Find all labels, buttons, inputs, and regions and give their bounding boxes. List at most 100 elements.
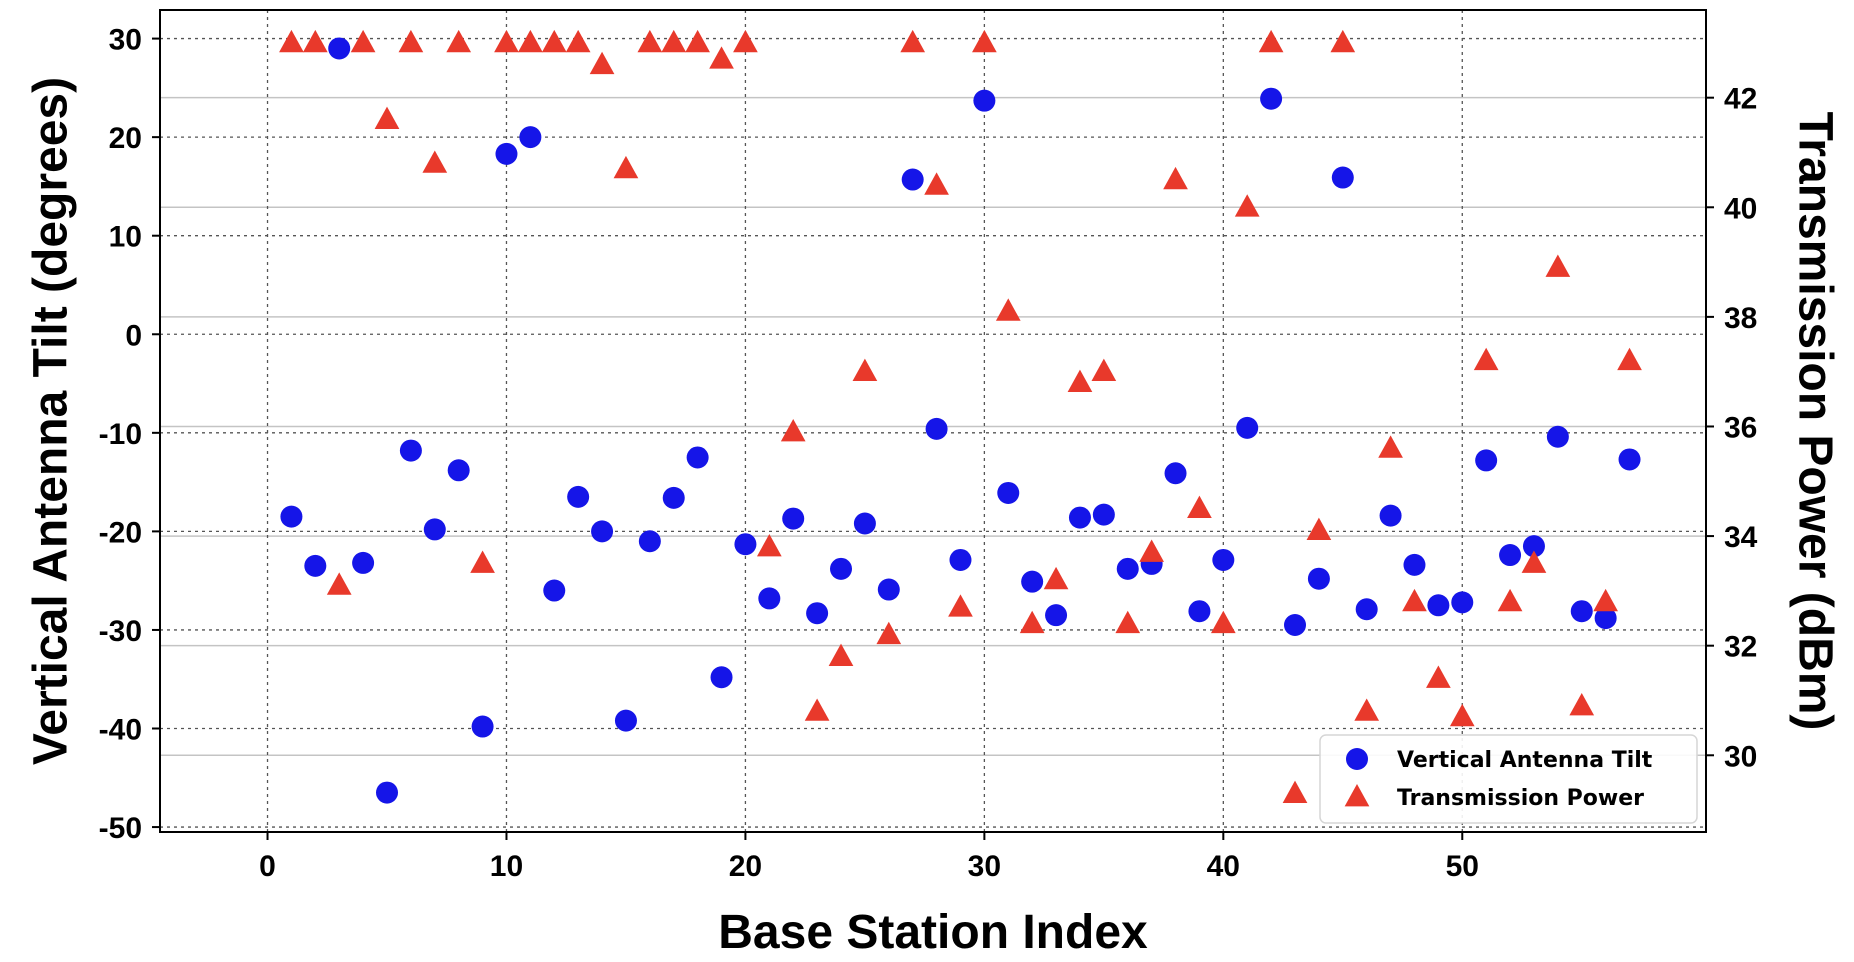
x-axis-title: Base Station Index: [718, 906, 1148, 959]
power-point: [1234, 194, 1260, 217]
tilt-point: [1212, 548, 1235, 571]
power-point: [637, 29, 663, 53]
power-point: [924, 172, 949, 195]
tilt-point: [1618, 448, 1641, 471]
power-point: [1163, 166, 1188, 190]
y2-tick-label: 32: [1724, 631, 1757, 664]
tilt-point: [614, 709, 637, 732]
legend-label-tilt: Vertical Antenna Tilt: [1397, 748, 1653, 773]
tilt-point: [1021, 570, 1044, 593]
tilt-point: [710, 666, 733, 689]
y-tick-label: 10: [109, 221, 142, 254]
power-point: [541, 29, 567, 53]
tilt-point: [877, 578, 900, 601]
y-tick-label: -10: [99, 418, 142, 451]
power-point: [709, 46, 734, 69]
power-point: [279, 29, 304, 53]
y-tick-label: -30: [99, 615, 142, 648]
tilt-point: [853, 512, 876, 535]
tilt-point: [949, 548, 972, 571]
tilt-point: [399, 439, 422, 462]
tilt-point: [662, 486, 685, 509]
power-point: [804, 698, 830, 721]
power-point: [1569, 692, 1595, 716]
power-point: [756, 534, 782, 557]
power-point: [1187, 495, 1212, 519]
tilt-point: [997, 481, 1020, 504]
legend: Vertical Antenna Tilt Transmission Power: [1319, 734, 1698, 824]
power-point: [1019, 610, 1045, 634]
tilt-point: [925, 417, 948, 440]
tilt-point: [1499, 544, 1522, 567]
power-point: [1258, 29, 1284, 53]
y-tick-label: -50: [99, 812, 142, 845]
y2-tick-label: 36: [1724, 411, 1757, 444]
y-tick-label: 30: [109, 24, 142, 57]
power-point: [1617, 347, 1642, 371]
tilt-point: [1355, 598, 1378, 621]
power-point: [1354, 698, 1380, 721]
power-point: [1210, 610, 1236, 634]
power-point: [685, 29, 710, 53]
legend-marker-tilt: [1346, 748, 1368, 770]
power-point: [518, 29, 543, 53]
power-point: [733, 29, 758, 53]
x-tick-label: 10: [490, 850, 523, 883]
power-point: [948, 594, 973, 617]
power-point: [1067, 369, 1093, 392]
tilt-point: [1331, 166, 1354, 189]
tilt-point: [734, 533, 757, 556]
tilt-point: [1379, 504, 1402, 527]
power-point: [1139, 539, 1164, 562]
power-point: [900, 29, 926, 53]
power-point: [1497, 588, 1523, 612]
tilt-point: [1284, 614, 1307, 637]
tilt-point: [1092, 503, 1115, 526]
tilt-point: [376, 781, 399, 804]
y2-tick-label: 38: [1724, 302, 1757, 335]
power-point: [1593, 588, 1618, 612]
tilt-point: [1594, 607, 1617, 630]
tilt-point: [1045, 604, 1068, 627]
power-point: [589, 51, 615, 75]
tilt-point: [423, 518, 446, 541]
tilt-point: [1116, 557, 1139, 580]
tilt-point: [543, 579, 566, 602]
power-point: [780, 418, 806, 442]
power-point: [828, 643, 854, 666]
power-point: [398, 29, 424, 53]
power-point: [972, 29, 997, 53]
legend-marker-power: [1344, 784, 1370, 807]
tilt-point: [591, 520, 614, 543]
power-point: [995, 298, 1021, 321]
power-point: [1282, 780, 1308, 803]
y2-axis-title: Transmission Power (dBm): [1788, 112, 1841, 731]
tilt-point: [1475, 449, 1498, 472]
power-point: [613, 155, 639, 179]
tilt-point: [782, 507, 805, 530]
power-point: [1426, 665, 1451, 688]
tilt-point: [1451, 591, 1474, 614]
tilt-point: [973, 89, 996, 112]
tilt-point: [352, 551, 375, 574]
tilt-point: [1403, 553, 1426, 576]
y-tick-label: -20: [99, 516, 142, 549]
tilt-point: [1260, 87, 1283, 110]
tilt-point: [1164, 462, 1187, 485]
power-point: [852, 358, 878, 382]
power-point: [1115, 610, 1141, 634]
power-point: [494, 29, 519, 53]
tilt-point: [1188, 600, 1211, 623]
power-point: [1091, 358, 1117, 382]
tilt-point: [901, 168, 924, 191]
tilt-point: [304, 554, 327, 577]
power-point: [565, 29, 591, 53]
plot-frame: [159, 9, 1707, 833]
tilt-point: [471, 715, 494, 738]
tilt-point: [830, 557, 853, 580]
power-point: [1043, 566, 1069, 590]
power-point: [1378, 435, 1403, 458]
y-tick-label: 20: [109, 122, 142, 155]
y-tick-label: -40: [99, 714, 142, 747]
power-point: [876, 621, 902, 645]
